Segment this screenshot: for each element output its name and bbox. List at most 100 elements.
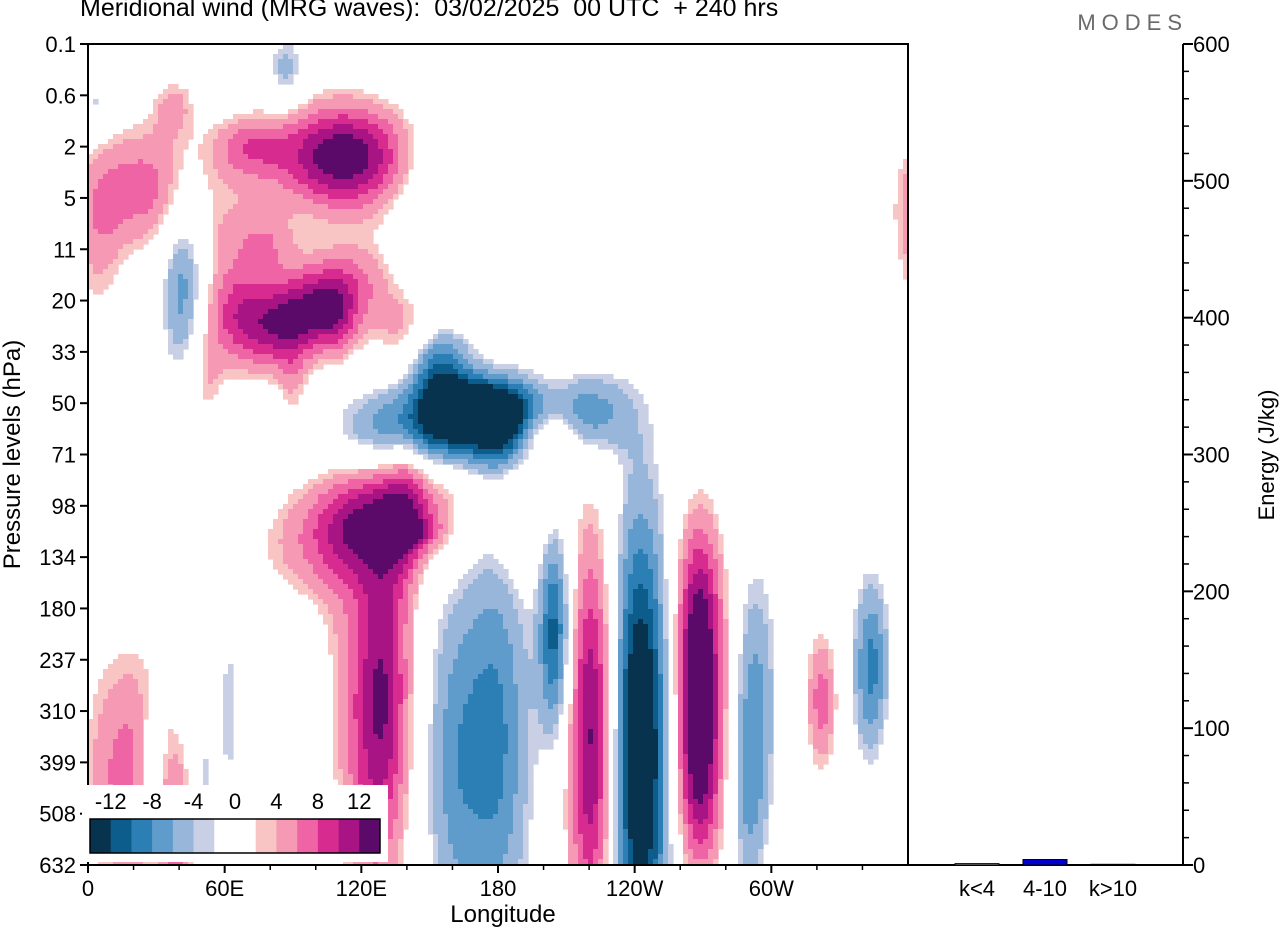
heatmap-cell — [538, 404, 544, 410]
heatmap-cell — [478, 574, 484, 580]
heatmap-cell — [333, 234, 339, 240]
heatmap-cell — [598, 439, 604, 445]
heatmap-cell — [378, 399, 384, 405]
heatmap-cell — [368, 99, 374, 105]
heatmap-cell — [368, 289, 374, 295]
heatmap-cell — [213, 204, 219, 210]
heatmap-cell — [588, 549, 594, 555]
heatmap-cell — [103, 194, 109, 200]
heatmap-cell — [508, 389, 514, 395]
heatmap-cell — [403, 134, 409, 140]
heatmap-cell — [613, 434, 619, 440]
heatmap-cell — [278, 154, 284, 160]
heatmap-cell — [298, 214, 304, 220]
heatmap-cell — [393, 144, 399, 150]
heatmap-cell — [98, 199, 104, 205]
heatmap-cell — [703, 519, 709, 525]
heatmap-cell — [333, 349, 339, 355]
heatmap-cell — [173, 164, 179, 170]
heatmap-cell — [318, 519, 324, 525]
heatmap-cell — [238, 124, 244, 130]
heatmap-cell — [93, 149, 99, 155]
heatmap-cell — [323, 494, 329, 500]
heatmap-cell — [153, 159, 159, 165]
heatmap-cell — [373, 554, 379, 560]
heatmap-cell — [343, 159, 349, 165]
heatmap-cell — [508, 369, 514, 375]
heatmap-cell — [308, 239, 314, 245]
heatmap-cell — [303, 344, 309, 350]
heatmap-cell — [143, 164, 149, 170]
heatmap-cell — [443, 394, 449, 400]
heatmap-cell — [358, 519, 364, 525]
heatmap-cell — [313, 349, 319, 355]
heatmap-cell — [438, 434, 444, 440]
heatmap-cell — [313, 149, 319, 155]
heatmap-cell — [223, 264, 229, 270]
heatmap-cell — [248, 369, 254, 375]
heatmap-cell — [438, 329, 444, 335]
heatmap-cell — [618, 449, 624, 455]
heatmap-cell — [403, 544, 409, 550]
heatmap-cell — [323, 279, 329, 285]
heatmap-cell — [563, 379, 569, 385]
heatmap-cell — [378, 104, 384, 110]
heatmap-cell — [283, 254, 289, 260]
heatmap-cell — [93, 279, 99, 285]
heatmap-cell — [313, 119, 319, 125]
heatmap-cell — [603, 394, 609, 400]
heatmap-cell — [558, 414, 564, 420]
heatmap-cell — [378, 414, 384, 420]
heatmap-cell — [703, 564, 709, 570]
heatmap-cell — [453, 374, 459, 380]
heatmap-cell — [518, 429, 524, 435]
heatmap-cell — [353, 184, 359, 190]
heatmap-cell — [348, 549, 354, 555]
heatmap-cell — [343, 309, 349, 315]
heatmap-cell — [438, 339, 444, 345]
heatmap-cell — [623, 579, 629, 585]
heatmap-cell — [608, 374, 614, 380]
heatmap-cell — [293, 534, 299, 540]
heatmap-cell — [298, 164, 304, 170]
heatmap-cell — [338, 504, 344, 510]
heatmap-cell — [338, 204, 344, 210]
heatmap-cell — [343, 154, 349, 160]
heatmap-cell — [453, 344, 459, 350]
heatmap-cell — [638, 554, 644, 560]
heatmap-cell — [228, 219, 234, 225]
heatmap-cell — [683, 534, 689, 540]
heatmap-cell — [168, 349, 174, 355]
heatmap-cell — [468, 459, 474, 465]
heatmap-cell — [223, 289, 229, 295]
heatmap-cell — [408, 504, 414, 510]
heatmap-cell — [263, 294, 269, 300]
heatmap-cell — [243, 369, 249, 375]
heatmap-cell — [143, 154, 149, 160]
heatmap-cell — [288, 154, 294, 160]
heatmap-cell — [368, 169, 374, 175]
heatmap-cell — [353, 429, 359, 435]
heatmap-cell — [103, 214, 109, 220]
heatmap-cell — [228, 184, 234, 190]
heatmap-cell — [353, 324, 359, 330]
heatmap-cell — [368, 109, 374, 115]
heatmap-cell — [183, 134, 189, 140]
heatmap-cell — [473, 564, 479, 570]
heatmap-cell — [148, 229, 154, 235]
heatmap-cell — [88, 204, 94, 210]
heatmap-cell — [538, 414, 544, 420]
heatmap-cell — [278, 509, 284, 515]
heatmap-cell — [653, 539, 659, 545]
heatmap-cell — [338, 274, 344, 280]
heatmap-cell — [333, 564, 339, 570]
heatmap-cell — [113, 189, 119, 195]
heatmap-cell — [373, 539, 379, 545]
heatmap-cell — [583, 554, 589, 560]
heatmap-cell — [278, 54, 284, 60]
heatmap-cell — [278, 184, 284, 190]
heatmap-cell — [288, 389, 294, 395]
heatmap-cell — [373, 259, 379, 265]
heatmap-cell — [278, 159, 284, 165]
heatmap-cell — [368, 419, 374, 425]
